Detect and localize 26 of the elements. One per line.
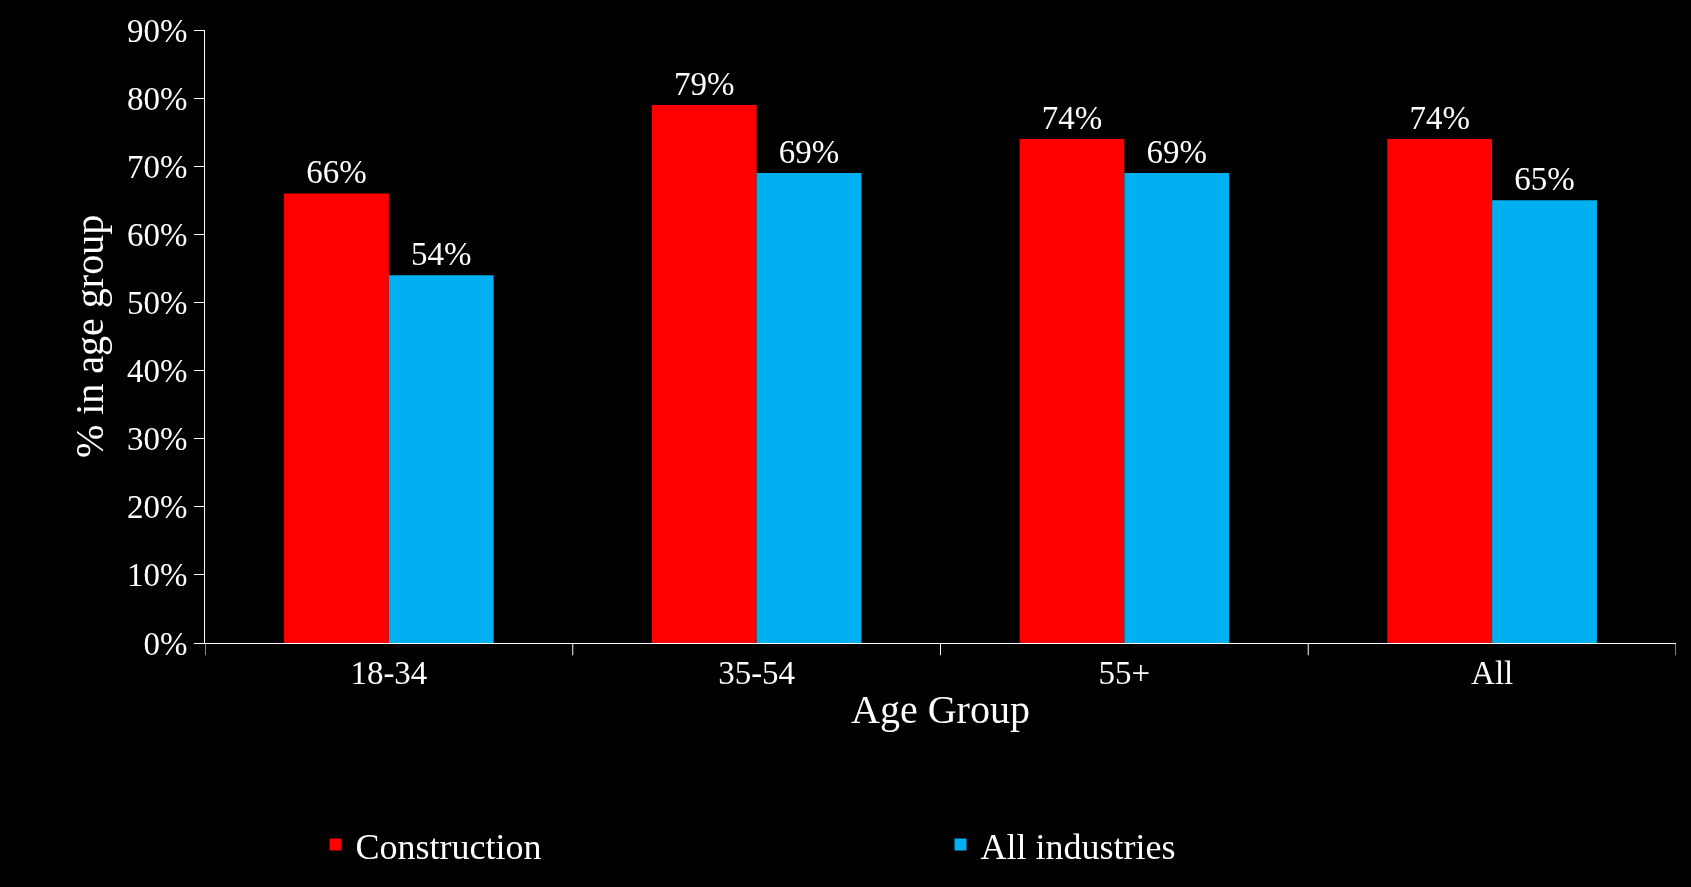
data-label: 54% bbox=[411, 236, 472, 273]
y-tick-label: 90% bbox=[126, 12, 188, 49]
y-tick-label: 20% bbox=[126, 489, 188, 526]
x-tick-label: 55+ bbox=[1098, 654, 1151, 691]
x-tick-label: 18-34 bbox=[350, 654, 428, 691]
x-tick-label: 35-54 bbox=[718, 654, 796, 691]
data-label: 69% bbox=[778, 134, 840, 171]
legend-label: All industries bbox=[980, 826, 1176, 867]
y-tick-label: 80% bbox=[126, 80, 188, 117]
x-axis-title: Age Group bbox=[851, 687, 1030, 733]
y-tick-label: 60% bbox=[126, 216, 188, 253]
y-tick-label: 0% bbox=[143, 625, 188, 662]
legend-label: Construction bbox=[355, 826, 542, 867]
y-tick-label: 30% bbox=[126, 421, 188, 458]
y-axis-title: % in age group bbox=[67, 214, 113, 459]
y-tick-label: 40% bbox=[126, 353, 188, 390]
y-tick-label: 10% bbox=[126, 557, 188, 594]
y-tick-label: 50% bbox=[126, 284, 188, 321]
data-label: 79% bbox=[673, 65, 735, 102]
data-label: 65% bbox=[1514, 161, 1575, 198]
data-label: 74% bbox=[1041, 99, 1103, 136]
y-tick-label: 70% bbox=[126, 148, 188, 185]
x-tick-label: All bbox=[1471, 654, 1514, 691]
data-label: 74% bbox=[1409, 99, 1470, 136]
data-label: 69% bbox=[1146, 134, 1208, 171]
data-label: 66% bbox=[306, 154, 367, 191]
